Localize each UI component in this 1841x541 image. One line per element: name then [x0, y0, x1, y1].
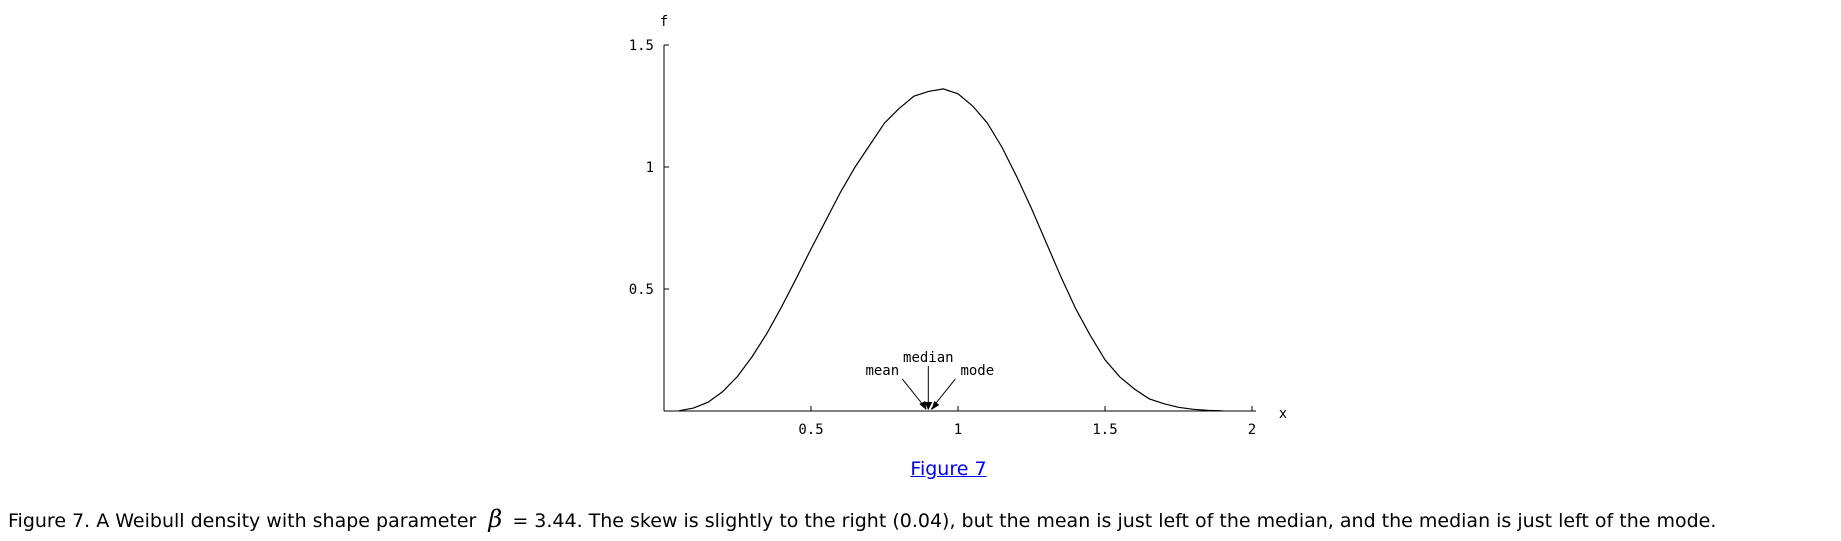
median-label: median	[903, 350, 954, 366]
x-tick-label: 0.5	[798, 422, 823, 438]
mode-label: mode	[960, 363, 994, 379]
x-tick-label: 1.5	[1092, 422, 1117, 438]
density-curve	[678, 88, 1223, 412]
tick-marks: 0.5 1 1.5 2 0.5 1 1.5	[629, 38, 1257, 438]
x-tick-label: 1	[954, 422, 962, 438]
median-arrowhead	[924, 402, 933, 410]
axes: xf	[660, 14, 1287, 422]
y-tick-label: 0.5	[629, 282, 654, 298]
y-tick-label: 1.5	[629, 38, 654, 54]
y-axis-label: f	[660, 14, 668, 30]
figure-link[interactable]: Figure 7	[910, 458, 987, 480]
x-axis-label: x	[1279, 406, 1287, 422]
mean-arrowhead	[919, 401, 927, 410]
caption-text-after: = 3.44. The skew is slightly to the righ…	[512, 510, 1717, 532]
beta-symbol: β	[488, 505, 503, 533]
y-tick-label: 1	[646, 160, 654, 176]
x-tick-label: 2	[1248, 422, 1256, 438]
figure-caption: Figure 7. A Weibull density with shape p…	[8, 505, 1838, 533]
caption-text-before: Figure 7. A Weibull density with shape p…	[8, 510, 477, 532]
mode-arrowhead	[931, 401, 940, 410]
mean-label: mean	[865, 363, 899, 379]
